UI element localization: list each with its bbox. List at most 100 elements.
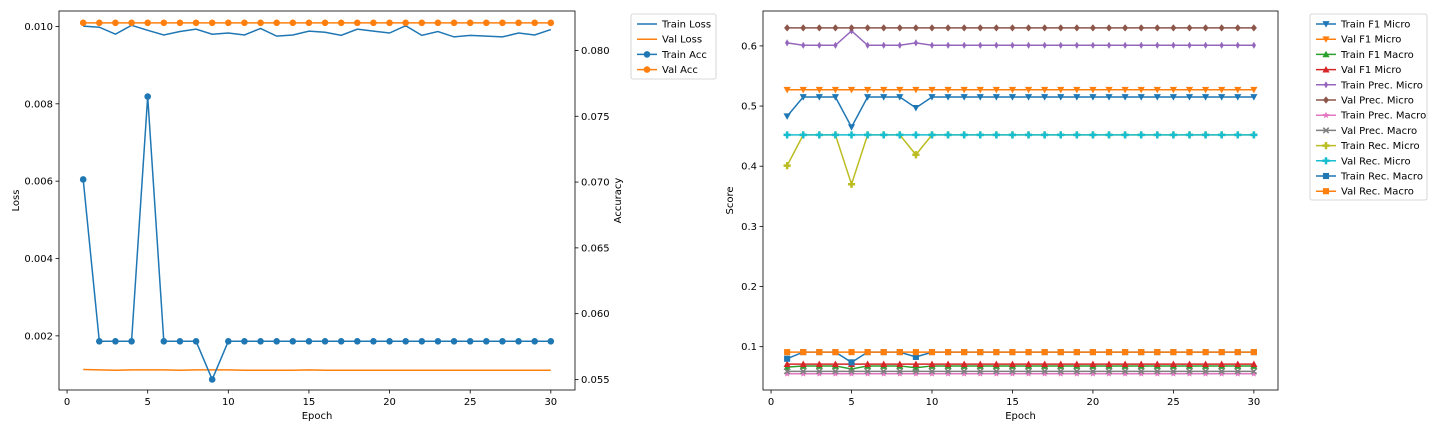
data-point-val-prec-macro <box>799 368 807 375</box>
data-point-train-acc <box>402 338 409 345</box>
data-point-val-acc <box>547 19 555 27</box>
legend-marker <box>1322 36 1330 43</box>
data-point-val-prec-macro <box>1186 368 1193 375</box>
data-point-val-f1-micro <box>1201 86 1210 94</box>
right-y-tick-label: 0.070 <box>581 178 610 189</box>
data-point-train-prec-macro <box>1041 370 1049 377</box>
data-point-val-prec-macro <box>1250 368 1258 375</box>
series-val-f1-micro <box>783 86 1258 94</box>
series-val-f1-micro <box>783 360 1258 368</box>
data-point-train-prec-macro <box>864 370 872 377</box>
data-point-val-rec-micro <box>1169 131 1177 139</box>
data-point-val-rec-micro <box>1185 131 1194 139</box>
data-point-val-prec-micro <box>1234 24 1241 32</box>
right-y-tick-label: 0.075 <box>581 112 610 123</box>
data-point-val-f1-micro <box>1041 86 1049 94</box>
legend-marker <box>1322 188 1330 195</box>
data-point-val-f1-micro <box>992 86 1000 94</box>
data-point-val-f1-micro <box>896 360 904 368</box>
x-tick-label: 20 <box>383 397 396 408</box>
data-point-train-prec-macro <box>799 370 807 377</box>
data-point-val-acc <box>160 19 168 27</box>
data-point-train-prec-macro <box>848 370 855 377</box>
data-point-train-acc <box>515 338 522 345</box>
data-point-train-rec-micro <box>783 162 791 170</box>
data-point-val-prec-micro <box>896 24 903 32</box>
data-point-val-f1-micro <box>896 86 904 94</box>
data-point-train-prec-macro <box>783 370 791 377</box>
series-train-f1-micro <box>783 94 1258 131</box>
data-point-train-f1-micro <box>912 104 920 112</box>
data-point-val-prec-micro <box>880 24 887 32</box>
legend-label: Train F1 Micro <box>1340 20 1410 31</box>
data-point-val-rec-macro <box>816 349 823 356</box>
data-point-val-rec-macro <box>1250 349 1257 356</box>
data-point-val-rec-micro <box>831 131 840 139</box>
data-point-val-prec-macro <box>1105 368 1113 375</box>
data-point-val-rec-micro <box>976 131 984 139</box>
legend-frame <box>630 13 717 80</box>
data-point-val-f1-micro <box>1169 360 1177 368</box>
data-point-val-rec-micro <box>1137 131 1145 139</box>
x-tick-label: 15 <box>303 397 316 408</box>
data-point-val-rec-micro <box>1041 131 1049 139</box>
data-point-val-rec-micro <box>1218 131 1226 139</box>
data-point-val-acc <box>466 19 474 27</box>
data-point-val-prec-micro <box>816 24 823 32</box>
data-point-val-f1-micro <box>880 86 888 94</box>
series-train-prec-micro <box>784 27 1257 49</box>
data-point-val-f1-micro <box>783 360 791 368</box>
data-point-val-prec-macro <box>1170 368 1177 375</box>
data-point-train-acc <box>176 338 184 345</box>
data-point-train-prec-macro <box>1186 370 1193 377</box>
data-point-train-prec-micro <box>881 41 886 49</box>
data-point-val-f1-micro <box>1185 86 1194 94</box>
data-point-val-f1-micro <box>1041 360 1049 368</box>
data-point-train-acc <box>418 338 426 345</box>
series-val-prec-micro <box>784 24 1257 32</box>
data-point-train-f1-micro <box>1024 94 1033 101</box>
data-point-val-rec-macro <box>1186 349 1193 356</box>
data-point-train-prec-macro <box>1089 370 1097 377</box>
series-val-prec-macro <box>783 368 1258 375</box>
data-point-train-f1-micro <box>944 94 952 101</box>
data-point-val-f1-micro <box>864 86 872 94</box>
data-point-val-rec-micro <box>1234 131 1242 139</box>
x-tick-label: 25 <box>1167 397 1180 408</box>
data-point-train-rec-macro <box>848 359 855 366</box>
data-point-val-prec-micro <box>864 24 871 32</box>
data-point-val-prec-micro <box>912 24 919 32</box>
data-point-val-rec-micro <box>1057 131 1065 139</box>
data-point-val-prec-macro <box>1154 368 1161 375</box>
data-point-train-f1-micro <box>928 94 936 101</box>
data-point-val-prec-macro <box>977 368 984 375</box>
data-point-val-f1-micro <box>799 360 807 368</box>
data-point-val-f1-micro <box>912 86 920 94</box>
legend-marker <box>643 51 651 58</box>
data-point-val-rec-macro <box>1057 349 1064 356</box>
data-point-val-prec-macro <box>1073 368 1081 375</box>
data-point-val-f1-micro <box>1024 360 1033 368</box>
data-point-val-prec-micro <box>1089 24 1096 32</box>
data-point-val-prec-macro <box>1202 368 1209 375</box>
data-point-train-f1-micro <box>896 94 904 101</box>
legend-marker <box>1322 111 1330 119</box>
left-y-tick-label: 0.1 <box>741 342 757 353</box>
data-point-val-prec-micro <box>928 24 936 32</box>
data-point-train-prec-micro <box>994 41 999 49</box>
data-point-val-f1-micro <box>960 360 968 368</box>
data-point-val-acc <box>402 19 409 27</box>
data-point-val-prec-micro <box>945 24 952 32</box>
series-line-train-f1-micro <box>786 96 1254 129</box>
data-point-val-f1-micro <box>992 360 1000 368</box>
data-point-train-rec-macro <box>912 353 919 360</box>
data-point-val-rec-macro <box>784 349 791 356</box>
data-point-val-acc <box>241 19 248 27</box>
data-point-val-f1-micro <box>799 86 807 94</box>
data-point-train-f1-micro <box>1201 94 1210 101</box>
data-point-val-rec-macro <box>1122 349 1129 356</box>
legend-label: Train Rec. Macro <box>1340 172 1423 183</box>
legend-label: Val Prec. Macro <box>1341 126 1417 137</box>
data-point-val-prec-micro <box>1186 24 1193 32</box>
data-point-train-f1-micro <box>815 94 823 101</box>
